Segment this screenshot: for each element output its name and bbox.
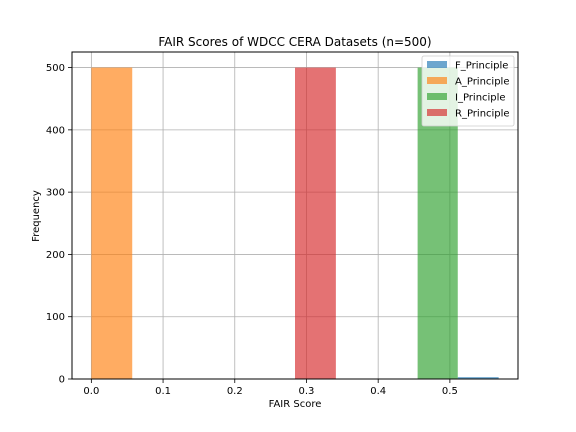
y-tick-label: 200 — [46, 250, 65, 261]
legend-label: R_Principle — [455, 109, 510, 120]
legend-swatch — [427, 77, 447, 84]
plot-frame — [71, 51, 519, 380]
legend-swatch — [427, 93, 447, 100]
legend-box — [421, 55, 515, 127]
legend: F_Principle A_Principle I_Principle R_Princ… — [421, 55, 515, 127]
y-tick-label: 500 — [46, 63, 65, 74]
y-tick-label: 300 — [46, 188, 65, 199]
histogram-bar-r-principle — [295, 67, 336, 380]
legend-label: A_Principle — [455, 77, 509, 88]
y-axis-label: Frequency — [31, 190, 42, 242]
legend-label: I_Principle — [455, 93, 506, 104]
x-tick-label: 0.3 — [299, 386, 315, 397]
histogram-bar-a-principle — [91, 67, 133, 380]
legend-label: F_Principle — [455, 61, 508, 72]
chart-title: FAIR Scores of WDCC CERA Datasets (n=500… — [158, 35, 431, 49]
y-tick-label: 0 — [59, 375, 65, 386]
histogram-bar-f-principle — [457, 377, 499, 379]
x-tick-label: 0.4 — [370, 386, 386, 397]
y-tick-label: 100 — [46, 312, 65, 323]
x-tick-label: 0.5 — [442, 386, 458, 397]
y-axis-ticks: 0 100 200 300 400 500 — [46, 63, 72, 386]
x-tick-label: 0.2 — [227, 386, 243, 397]
x-axis-ticks: 0.0 0.1 0.2 0.3 0.4 0.5 — [83, 379, 458, 397]
legend-swatch — [427, 109, 447, 116]
x-axis-label: FAIR Score — [269, 399, 322, 410]
y-tick-label: 400 — [46, 125, 65, 136]
x-tick-label: 0.0 — [83, 386, 99, 397]
bars — [91, 67, 499, 380]
legend-swatch — [427, 61, 447, 68]
x-tick-label: 0.1 — [155, 386, 171, 397]
